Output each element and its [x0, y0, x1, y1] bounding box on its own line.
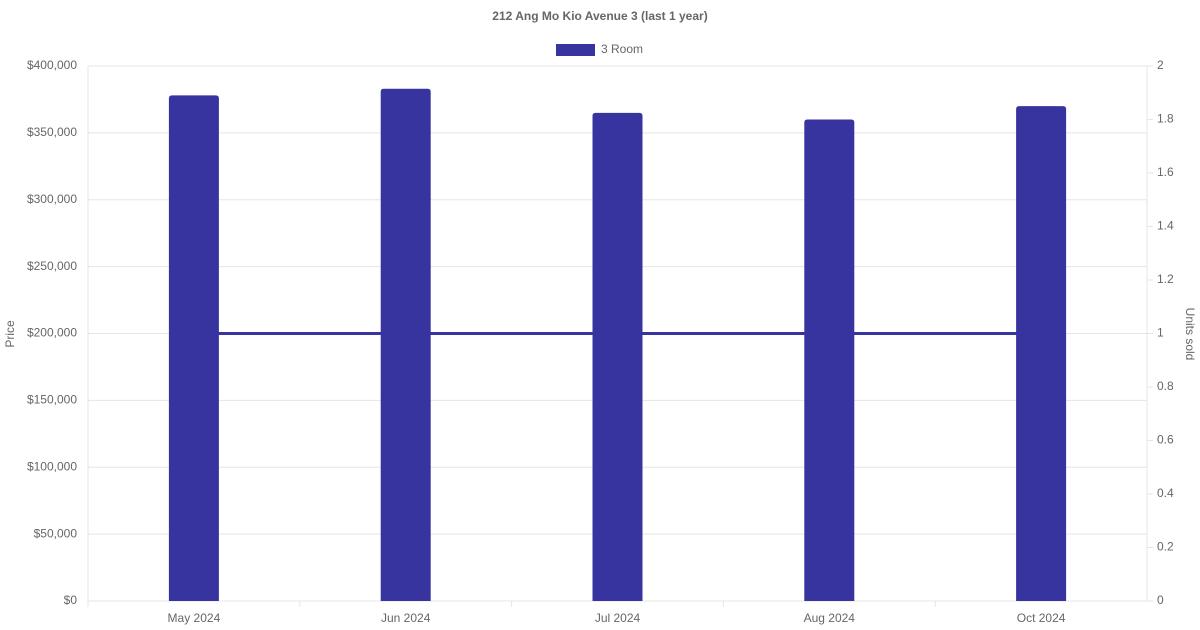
y-axis-title: Price — [3, 320, 17, 348]
x-tick-label: Aug 2024 — [804, 611, 856, 625]
bar — [804, 119, 855, 601]
y2-tick-label: 1.2 — [1157, 272, 1174, 286]
y2-axis-title: Units sold — [1183, 308, 1197, 361]
x-tick-label: Oct 2024 — [1017, 611, 1066, 625]
x-tick-label: Jun 2024 — [381, 611, 431, 625]
y2-tick-label: 1.8 — [1157, 112, 1174, 126]
x-tick-label: May 2024 — [168, 611, 221, 625]
legend-swatch — [556, 44, 595, 56]
bar — [168, 95, 219, 602]
chart-title: 212 Ang Mo Kio Avenue 3 (last 1 year) — [492, 9, 707, 23]
y2-tick-label: 0.4 — [1157, 486, 1174, 500]
y2-tick-label: 2 — [1157, 58, 1164, 72]
y-tick-label: $200,000 — [27, 326, 77, 340]
y-tick-label: $400,000 — [27, 58, 77, 72]
y2-tick-label: 0.2 — [1157, 540, 1174, 554]
bar — [592, 112, 643, 601]
y2-tick-label: 1 — [1157, 326, 1164, 340]
y-tick-label: $350,000 — [27, 125, 77, 139]
bar — [380, 88, 431, 602]
legend-label: 3 Room — [601, 42, 643, 56]
y2-tick-label: 0.8 — [1157, 379, 1174, 393]
y-tick-label: $300,000 — [27, 192, 77, 206]
y2-tick-label: 0.6 — [1157, 433, 1174, 447]
bar — [1016, 106, 1067, 601]
y-tick-label: $150,000 — [27, 393, 77, 407]
y-tick-label: $100,000 — [27, 459, 77, 473]
y-tick-label: $250,000 — [27, 259, 77, 273]
x-tick-label: Jul 2024 — [595, 611, 641, 625]
y-tick-label: $50,000 — [34, 526, 78, 540]
y-tick-label: $0 — [64, 593, 78, 607]
y2-tick-label: 0 — [1157, 593, 1164, 607]
y2-tick-label: 1.4 — [1157, 219, 1174, 233]
y2-tick-label: 1.6 — [1157, 165, 1174, 179]
